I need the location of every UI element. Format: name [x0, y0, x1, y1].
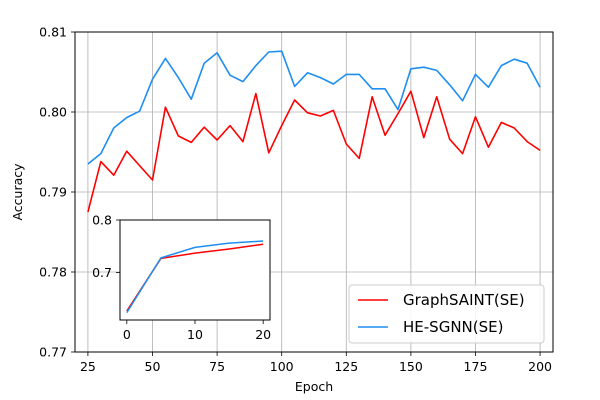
inset-y-tick-label-0: 0.7 [92, 265, 112, 280]
y-tick-label-4: 0.81 [39, 25, 67, 40]
y-tick-label-2: 0.79 [39, 185, 67, 200]
legend-box [348, 284, 545, 344]
legend-label-graphsaint: GraphSAINT(SE) [403, 291, 525, 309]
legend: GraphSAINT(SE) HE-SGNN(SE) [348, 284, 545, 344]
x-tick-label-75: 75 [209, 359, 225, 374]
y-tick-label-0: 0.77 [39, 345, 67, 360]
inset-plot: 0 10 20 0.7 0.8 [92, 213, 271, 343]
x-tick-label-25: 25 [80, 359, 96, 374]
y-axis-title: Accuracy [10, 163, 25, 221]
x-tick-label-50: 50 [145, 359, 161, 374]
inset-y-ticks: 0.7 0.8 [92, 213, 120, 280]
x-axis-title: Epoch [295, 379, 333, 394]
x-tick-label-100: 100 [270, 359, 294, 374]
x-tick-label-175: 175 [464, 359, 488, 374]
main-x-ticks: 25 50 75 100 125 150 175 200 [80, 352, 552, 374]
series-line-he-sgnn-se [87, 50, 541, 165]
y-tick-label-1: 0.78 [39, 265, 67, 280]
inset-plot-frame [120, 220, 270, 320]
series-line-graphsaint-se [87, 90, 541, 213]
x-tick-label-125: 125 [334, 359, 358, 374]
inset-x-ticks: 0 10 20 [123, 320, 271, 342]
x-tick-label-200: 200 [528, 359, 552, 374]
legend-label-he-sgnn: HE-SGNN(SE) [403, 318, 503, 336]
inset-y-tick-label-1: 0.8 [92, 213, 112, 228]
y-tick-label-3: 0.80 [39, 105, 67, 120]
inset-x-tick-label-0: 0 [123, 327, 131, 342]
inset-x-tick-label-20: 20 [255, 327, 271, 342]
x-tick-label-150: 150 [399, 359, 423, 374]
main-series-group [87, 50, 541, 213]
inset-series-group [126, 240, 264, 314]
main-y-ticks: 0.77 0.78 0.79 0.80 0.81 [39, 25, 75, 360]
inset-series-line-1 [126, 240, 264, 314]
inset-x-tick-label-10: 10 [187, 327, 203, 342]
